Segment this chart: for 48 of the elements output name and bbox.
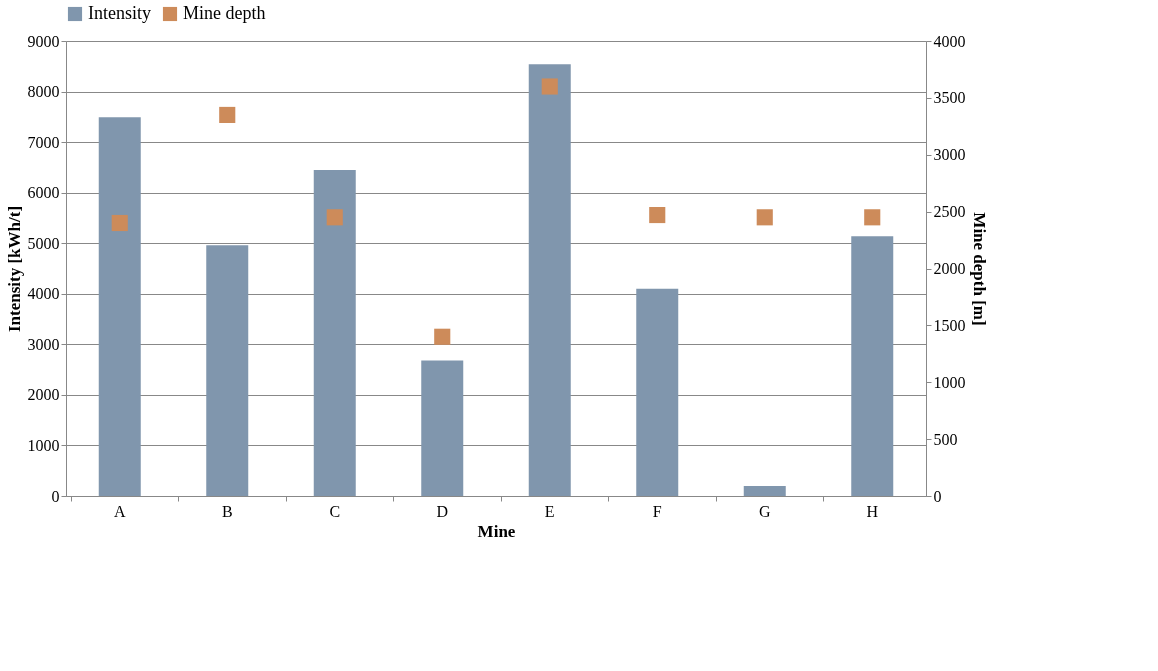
y-tick-label: 9000: [27, 32, 60, 50]
y2-tick-label: 4000: [933, 32, 966, 50]
bar: [851, 236, 894, 496]
x-tick-label: C: [329, 502, 341, 520]
x-tick-label: G: [758, 502, 771, 520]
bar: [98, 117, 141, 496]
bar: [421, 360, 464, 496]
bar: [313, 169, 356, 496]
bar: [636, 288, 679, 496]
y-tick-label: 7000: [27, 133, 60, 151]
y-tick-label: 1000: [27, 436, 60, 454]
legend-label: Intensity: [88, 3, 151, 23]
y-tick-label: 2000: [27, 386, 60, 404]
bar: [206, 245, 249, 496]
x-tick-label: B: [221, 502, 233, 520]
y2-tick-label: 1000: [933, 373, 966, 391]
y2-tick-label: 2000: [933, 260, 966, 277]
legend-label: Mine depth: [183, 3, 266, 23]
y-tick-label: 5000: [27, 234, 60, 252]
y2-tick-label: 500: [933, 430, 958, 448]
x-tick-label: D: [436, 502, 449, 520]
point: [541, 78, 558, 95]
y-tick-label: 4000: [27, 285, 60, 303]
x-tick-label: A: [113, 502, 126, 520]
point: [864, 209, 881, 226]
y-axis-title: Intensity [kWh/t]: [4, 205, 24, 333]
y2-tick-label: 1500: [933, 316, 966, 334]
y2-tick-label: 3500: [933, 89, 966, 107]
x-tick-label: F: [652, 502, 662, 520]
y-tick-label: 6000: [27, 184, 60, 202]
point: [649, 206, 666, 224]
y-tick-label: 3000: [27, 335, 60, 353]
bar: [743, 485, 786, 496]
y2-axis-title: Mine depth [m]: [969, 212, 989, 326]
point: [434, 328, 451, 345]
x-tick-label: E: [544, 502, 555, 520]
point: [219, 106, 236, 123]
point: [326, 209, 343, 226]
y2-tick-label: 3000: [933, 146, 966, 164]
point: [756, 209, 773, 226]
x-axis-title: Mine: [477, 521, 516, 541]
y2-tick-label: 2500: [933, 203, 966, 221]
bar: [528, 64, 571, 496]
point: [111, 214, 128, 232]
y-tick-label: 0: [51, 487, 60, 505]
y-tick-label: 8000: [27, 83, 60, 101]
y2-tick-label: 0: [933, 487, 942, 505]
x-tick-label: H: [866, 502, 879, 520]
